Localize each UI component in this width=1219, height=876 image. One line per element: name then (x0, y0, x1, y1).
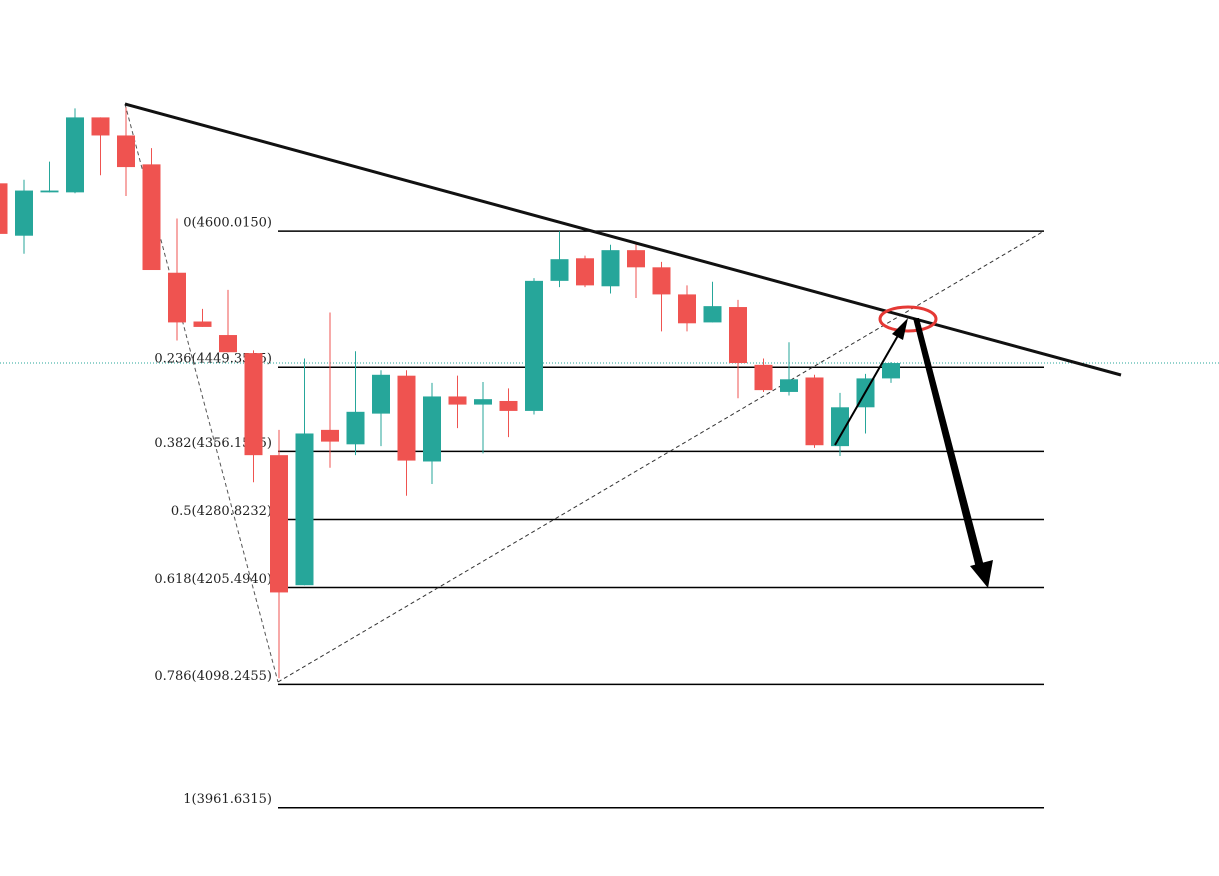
fib-level-label: 0(4600.0150) (183, 216, 272, 231)
up-arrow-head (892, 318, 908, 340)
candle-body (499, 400, 518, 411)
candle-body (270, 455, 288, 593)
candle-body (321, 429, 339, 442)
candle-body (525, 280, 543, 411)
candle-body (627, 250, 645, 268)
highlight-circle (878, 305, 938, 333)
fib-level-label: 0.618(4205.4940) (154, 572, 272, 587)
candle-body (703, 306, 722, 323)
candle-body (448, 396, 467, 405)
candle-body (193, 321, 212, 327)
candle-body (550, 259, 569, 281)
fib-level-label: 0.382(4356.1525) (154, 436, 272, 451)
trend-line (124, 102, 1122, 377)
candle-body (474, 399, 492, 405)
candle-body (601, 250, 620, 287)
diagonal-dashed-line (277, 230, 1045, 683)
candle-body (805, 377, 824, 446)
candle-body (652, 267, 671, 295)
candle-body (678, 294, 696, 324)
candle-body (882, 363, 900, 379)
fib-levels: 0(4600.0150) 0.236(4449.3565) 0.382(4356.1… (154, 216, 1044, 809)
candle-body (0, 183, 8, 234)
candle-body (40, 190, 59, 193)
down-arrow-head (970, 560, 993, 588)
candle-body (15, 190, 33, 236)
candle-body (142, 164, 161, 271)
candle-body (244, 353, 263, 456)
fib-level-label: 0.236(4449.3565) (154, 352, 272, 367)
candle-body (831, 407, 849, 447)
candle-body (66, 117, 84, 193)
candle-body (729, 307, 747, 364)
candle-body (168, 272, 186, 323)
candles (0, 107, 900, 679)
candle-body (219, 335, 237, 353)
candle-body (295, 433, 314, 586)
fib-level-label: 1(3961.6315) (183, 792, 272, 807)
candle-body (423, 396, 441, 462)
down-arrow-shaft (913, 318, 985, 572)
candle-body (91, 117, 110, 136)
fib-level-label: 0.5(4280.8232) (171, 504, 272, 519)
candle-body (576, 258, 594, 286)
candle-body (780, 379, 798, 392)
candle-body (754, 364, 773, 391)
candle-body (397, 375, 416, 461)
candle-body (346, 411, 365, 445)
candle-body (372, 374, 390, 414)
candle-body (117, 135, 135, 168)
fib-level-label: 0.786(4098.2455) (154, 669, 272, 684)
up-arrow-line (834, 331, 901, 446)
